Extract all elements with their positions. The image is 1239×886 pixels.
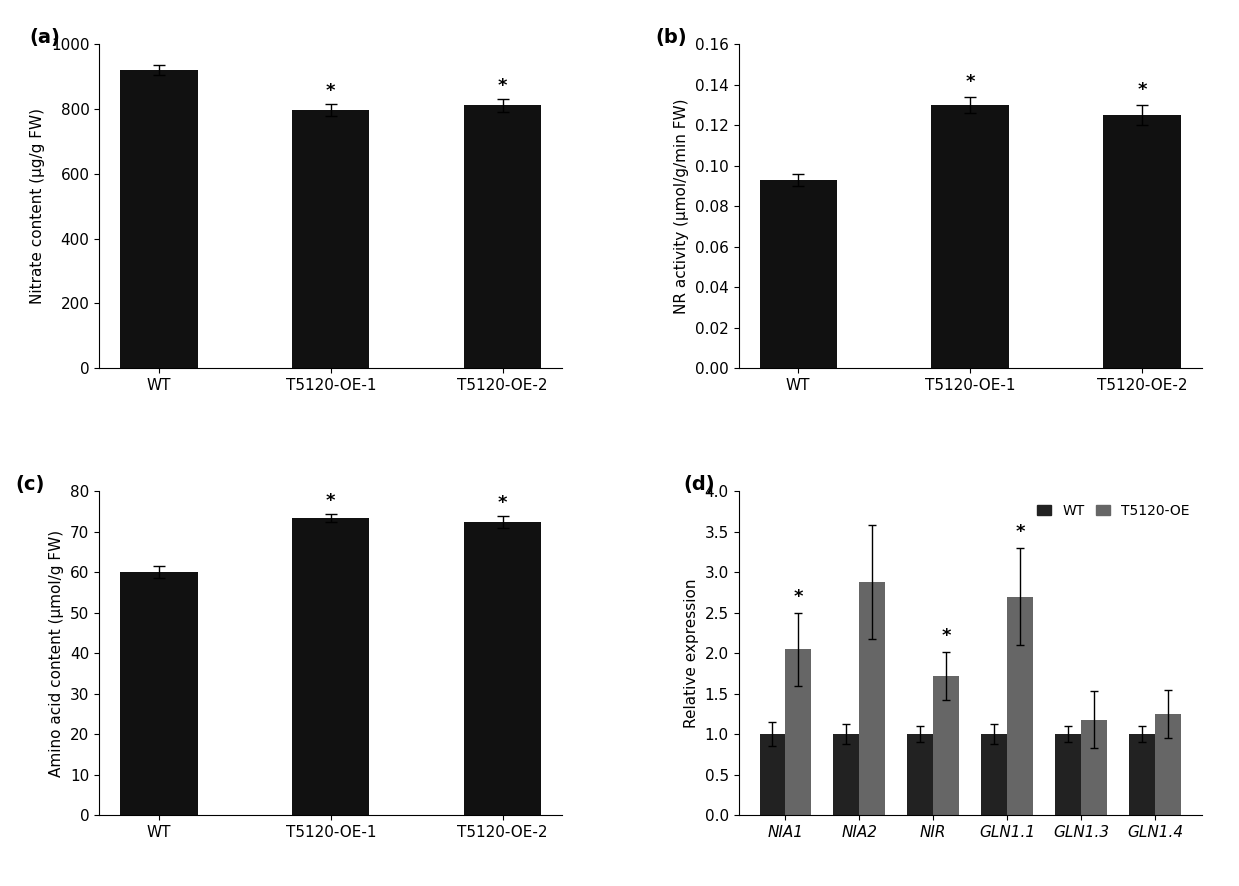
Bar: [1056, 734, 1080, 815]
Bar: [465, 105, 541, 369]
Bar: [786, 649, 812, 815]
Bar: [120, 572, 197, 815]
Text: (a): (a): [30, 28, 61, 47]
Bar: [760, 734, 786, 815]
Text: (b): (b): [655, 28, 686, 47]
Text: *: *: [326, 493, 336, 510]
Text: *: *: [1137, 81, 1147, 99]
Bar: [907, 734, 933, 815]
Bar: [465, 522, 541, 815]
Y-axis label: Relative expression: Relative expression: [684, 579, 699, 728]
Text: *: *: [498, 494, 508, 512]
Bar: [292, 517, 369, 815]
Text: *: *: [1015, 524, 1025, 541]
Text: *: *: [965, 73, 975, 91]
Text: (d): (d): [683, 475, 715, 494]
Text: *: *: [326, 82, 336, 100]
Y-axis label: NR activity (μmol/g/min FW): NR activity (μmol/g/min FW): [674, 98, 689, 314]
Bar: [981, 734, 1007, 815]
Bar: [292, 110, 369, 369]
Bar: [760, 180, 836, 369]
Bar: [1129, 734, 1155, 815]
Text: *: *: [942, 627, 950, 645]
Bar: [1080, 719, 1106, 815]
Y-axis label: Amino acid content (μmol/g FW): Amino acid content (μmol/g FW): [50, 530, 64, 777]
Text: (c): (c): [16, 475, 45, 494]
Bar: [860, 582, 885, 815]
Legend: WT, T5120-OE: WT, T5120-OE: [1032, 498, 1194, 524]
Bar: [1104, 115, 1181, 369]
Bar: [1007, 596, 1033, 815]
Y-axis label: Nitrate content (μg/g FW): Nitrate content (μg/g FW): [30, 108, 46, 304]
Bar: [120, 70, 197, 369]
Text: *: *: [498, 77, 508, 95]
Bar: [933, 676, 959, 815]
Bar: [932, 105, 1009, 369]
Text: *: *: [794, 588, 803, 606]
Bar: [1155, 714, 1181, 815]
Bar: [834, 734, 860, 815]
